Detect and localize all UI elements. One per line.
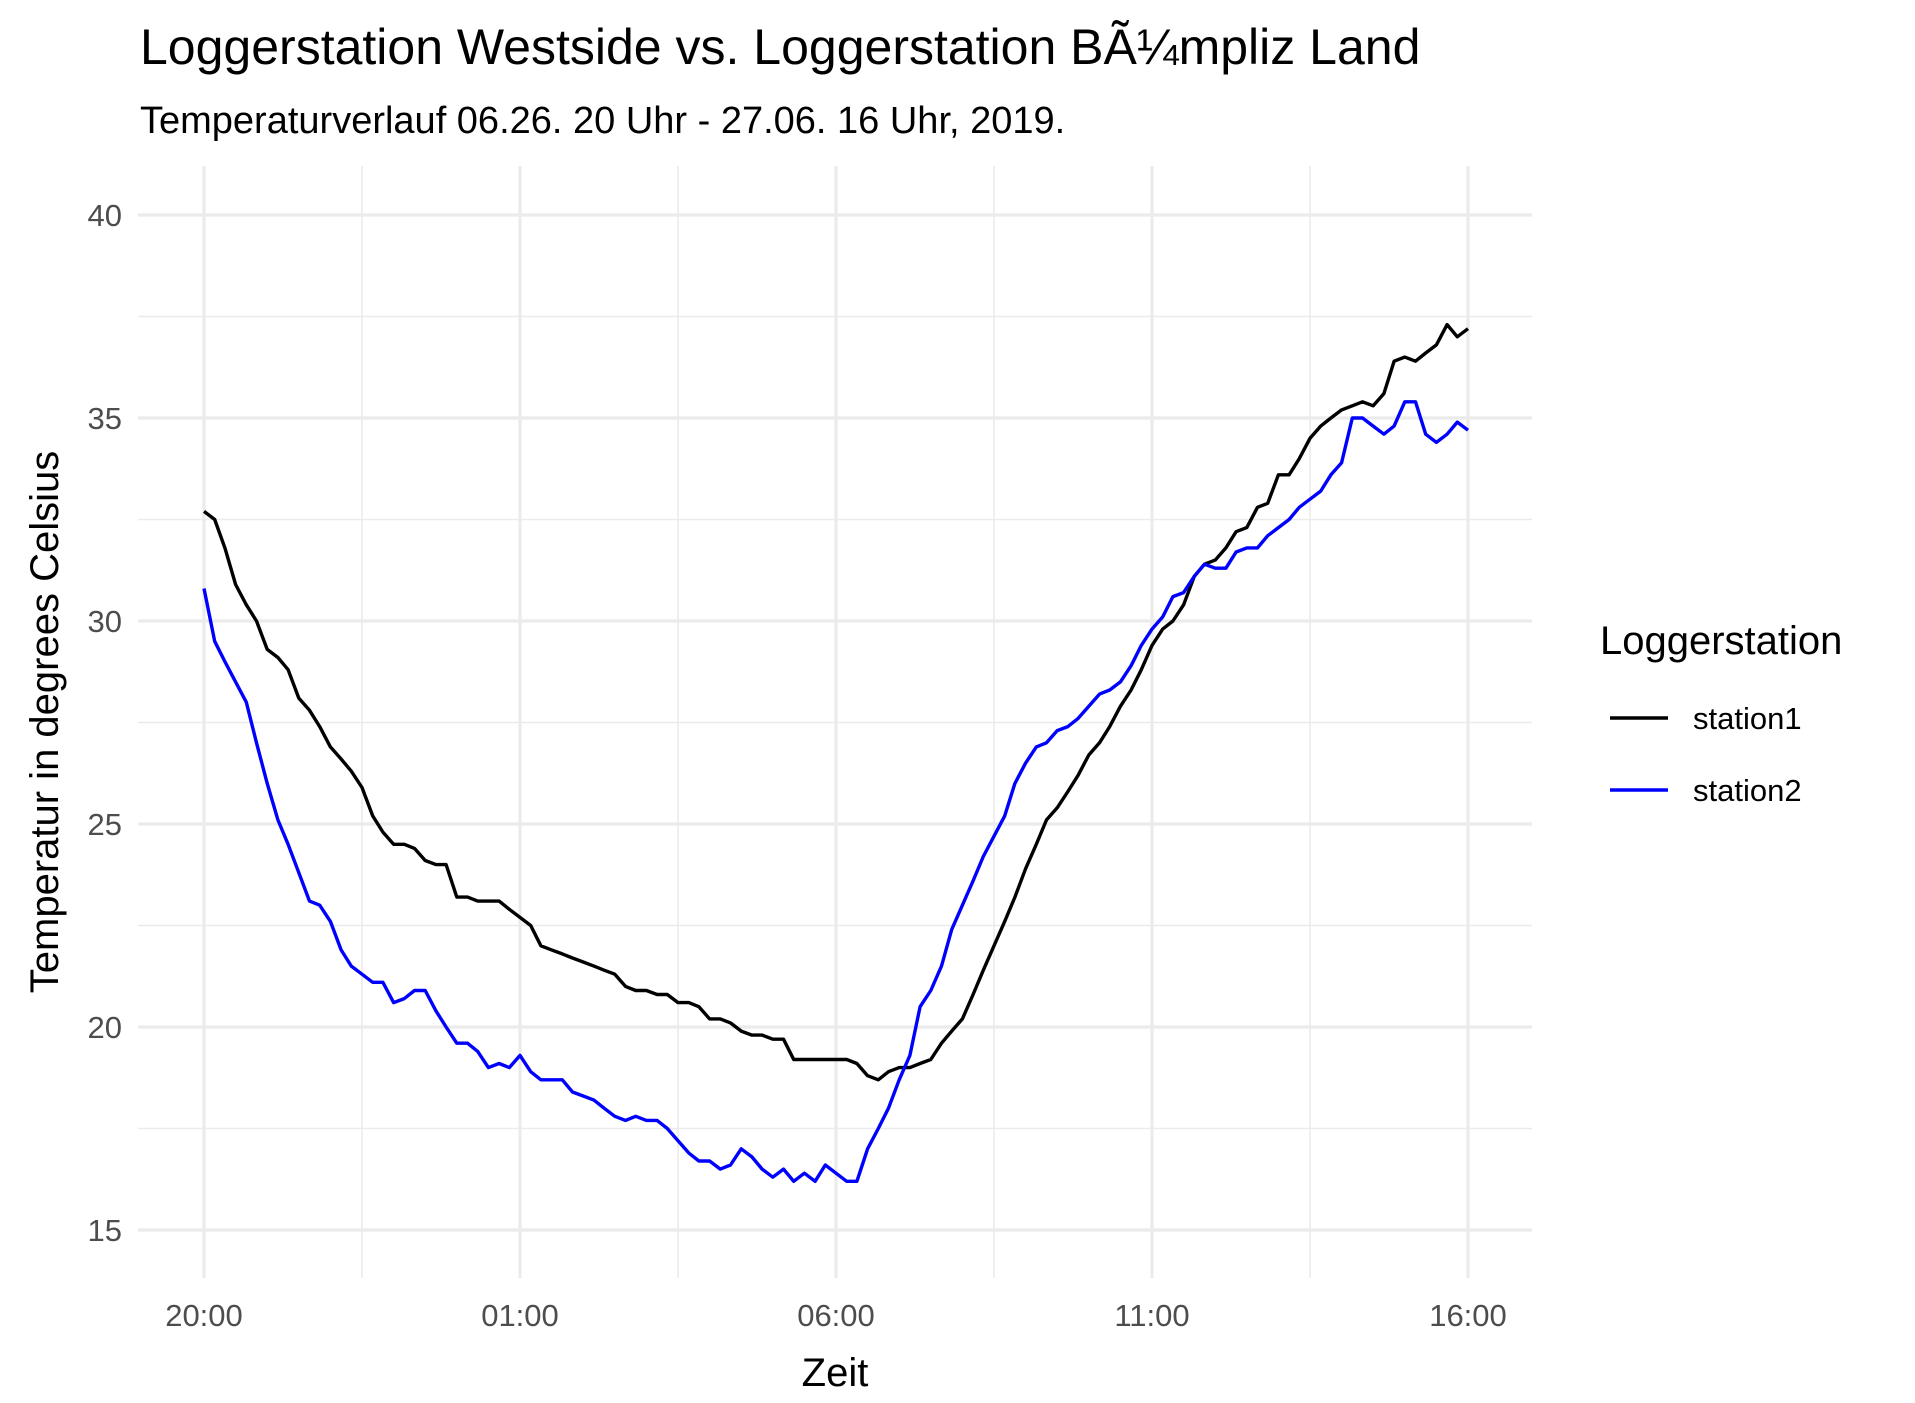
x-axis-title: Zeit — [802, 1351, 869, 1395]
legend-label-station1: station1 — [1693, 701, 1802, 736]
chart-subtitle: Temperaturverlauf 06.26. 20 Uhr - 27.06.… — [140, 100, 1065, 142]
grid — [138, 166, 1532, 1278]
series-line-station2 — [202, 400, 1470, 1183]
plot-series — [202, 322, 1470, 1183]
y-tick-label: 30 — [88, 604, 122, 639]
y-tick-label: 15 — [88, 1213, 122, 1248]
chart-title: Loggerstation Westside vs. Loggerstation… — [140, 19, 1420, 75]
y-axis-title: Temperatur in degrees Celsius — [23, 451, 67, 993]
legend-title: Loggerstation — [1600, 619, 1842, 663]
series-line-station1 — [202, 322, 1470, 1082]
y-tick-label: 35 — [88, 401, 122, 436]
x-tick-label: 16:00 — [1429, 1298, 1507, 1333]
x-tick-label: 20:00 — [165, 1298, 243, 1333]
y-tick-label: 25 — [88, 807, 122, 842]
x-axis-ticks: 20:00 01:00 06:00 11:00 16:00 — [165, 1298, 1507, 1333]
x-tick-label: 06:00 — [797, 1298, 875, 1333]
x-tick-label: 11:00 — [1114, 1298, 1189, 1333]
legend: Loggerstation station1 station2 — [1600, 619, 1842, 808]
y-tick-label: 20 — [88, 1010, 122, 1045]
y-axis-ticks: 15 20 25 30 35 40 — [88, 198, 122, 1248]
x-tick-label: 01:00 — [481, 1298, 559, 1333]
legend-label-station2: station2 — [1693, 773, 1802, 808]
y-tick-label: 40 — [88, 198, 122, 233]
